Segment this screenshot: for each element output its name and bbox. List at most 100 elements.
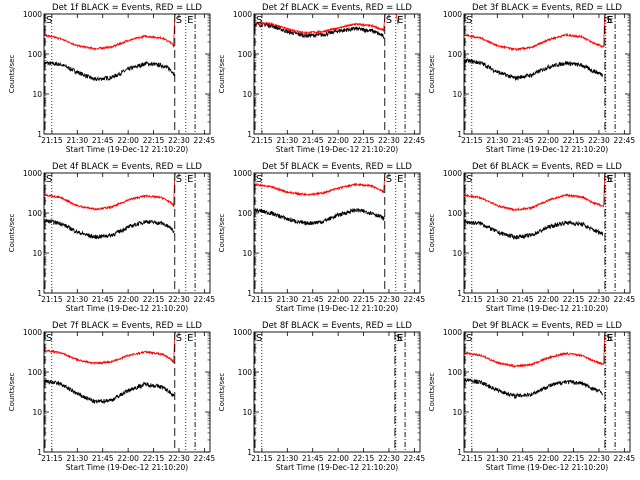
panel-title: Det 6f BLACK = Events, RED = LLD [472, 162, 622, 172]
panel-data [464, 332, 616, 452]
x-axis-label: Start Time (19-Dec-12 21:10:20) [276, 463, 398, 472]
marker-E-label: E [187, 174, 193, 185]
y-tick-label: 1000 [23, 328, 42, 337]
x-tick-label: 21:30 [277, 295, 299, 304]
plot-frame [253, 172, 421, 294]
x-tick-label: 22:00 [117, 454, 139, 463]
x-tick-label: 22:15 [353, 136, 375, 145]
marker-S-label: S [606, 174, 612, 185]
x-tick-label: 22:45 [404, 454, 426, 463]
x-tick-label: 21:30 [67, 136, 89, 145]
x-tick-label: 22:00 [537, 136, 559, 145]
y-tick-label: 1000 [443, 328, 462, 337]
marker-S-label: S [466, 333, 472, 344]
y-tick-label: 100 [448, 368, 463, 377]
x-tick-label: 22:45 [194, 295, 216, 304]
x-axis-label: Start Time (19-Dec-12 21:10:20) [486, 463, 608, 472]
series-events [464, 58, 604, 82]
x-tick-label: 21:15 [461, 295, 483, 304]
x-tick-label: 21:30 [277, 136, 299, 145]
y-axis-label: Counts/sec [8, 373, 16, 412]
x-axis-label: Start Time (19-Dec-12 21:10:20) [486, 145, 608, 154]
x-tick-label: 21:30 [487, 295, 509, 304]
series-events [44, 218, 175, 240]
x-tick-label: 21:30 [277, 454, 299, 463]
x-tick-label: 22:15 [143, 454, 165, 463]
x-axis-label: Start Time (19-Dec-12 21:10:20) [276, 304, 398, 313]
y-tick-label: 10 [242, 249, 252, 258]
marker-E-label: E [397, 333, 403, 344]
y-tick-label: 1000 [443, 10, 462, 19]
plot-frame [463, 331, 631, 453]
y-tick-label: 100 [28, 368, 43, 377]
x-tick-label: 21:45 [512, 454, 534, 463]
y-tick-label: 1 [247, 448, 252, 457]
y-tick-label: 1000 [233, 10, 252, 19]
marker-S-label: S [176, 15, 182, 26]
x-tick-label: 22:00 [117, 295, 139, 304]
marker-S-label: S [386, 15, 392, 26]
y-tick-label: 1000 [23, 10, 42, 19]
marker-S-label: S [46, 174, 52, 185]
marker-E-label: E [397, 174, 403, 185]
plot-frame [43, 331, 211, 453]
marker-S-label: S [466, 15, 472, 26]
x-tick-label: 22:15 [353, 454, 375, 463]
x-tick-label: 22:00 [537, 295, 559, 304]
series-lld [254, 173, 387, 197]
marker-E-label: E [607, 174, 613, 185]
y-tick-label: 1000 [233, 328, 252, 337]
x-axis-label: Start Time (19-Dec-12 21:10:20) [66, 463, 188, 472]
x-axis-label: Start Time (19-Dec-12 21:10:20) [66, 145, 188, 154]
y-tick-label: 1 [37, 130, 42, 139]
x-tick-label: 21:15 [251, 295, 273, 304]
x-tick-label: 21:15 [41, 454, 63, 463]
y-tick-label: 100 [238, 368, 253, 377]
plot-frame [43, 13, 211, 135]
y-tick-label: 1000 [233, 169, 252, 178]
x-tick-label: 22:30 [168, 295, 190, 304]
series-lld [464, 14, 606, 52]
x-tick-label: 22:45 [614, 454, 636, 463]
x-tick-label: 21:30 [67, 454, 89, 463]
marker-S-label: S [46, 15, 52, 26]
x-tick-label: 22:15 [353, 295, 375, 304]
y-axis-label: Counts/sec [8, 214, 16, 253]
x-tick-label: 22:15 [563, 295, 585, 304]
series-lld [44, 14, 177, 51]
y-tick-label: 1 [457, 130, 462, 139]
x-tick-label: 22:00 [327, 454, 349, 463]
plot-frame [253, 13, 421, 135]
x-tick-label: 21:45 [302, 136, 324, 145]
x-tick-label: 22:30 [378, 454, 400, 463]
x-tick-label: 22:00 [327, 295, 349, 304]
marker-S-label: S [386, 174, 392, 185]
panel-data [44, 173, 196, 293]
series-lld [464, 173, 606, 212]
panel-title: Det 9f BLACK = Events, RED = LLD [472, 321, 622, 331]
panel-title: Det 4f BLACK = Events, RED = LLD [52, 162, 202, 172]
x-tick-label: 22:15 [563, 454, 585, 463]
x-tick-label: 22:45 [194, 136, 216, 145]
x-tick-label: 22:30 [588, 295, 610, 304]
plot-frame [43, 172, 211, 294]
y-axis-label: Counts/sec [8, 55, 16, 94]
y-tick-label: 100 [448, 209, 463, 218]
y-tick-label: 1000 [443, 169, 462, 178]
x-axis-label: Start Time (19-Dec-12 21:10:20) [276, 145, 398, 154]
x-tick-label: 22:45 [614, 295, 636, 304]
marker-S-label: S [256, 174, 262, 185]
plot-frame [463, 13, 631, 135]
x-tick-label: 22:45 [404, 295, 426, 304]
marker-S-label: S [256, 333, 262, 344]
x-tick-label: 21:15 [461, 454, 483, 463]
x-tick-label: 22:45 [614, 136, 636, 145]
y-tick-label: 10 [452, 408, 462, 417]
